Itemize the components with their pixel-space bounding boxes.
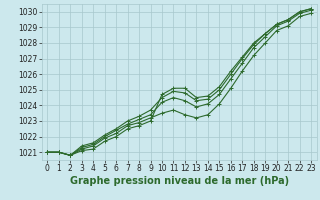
X-axis label: Graphe pression niveau de la mer (hPa): Graphe pression niveau de la mer (hPa) [70, 176, 289, 186]
